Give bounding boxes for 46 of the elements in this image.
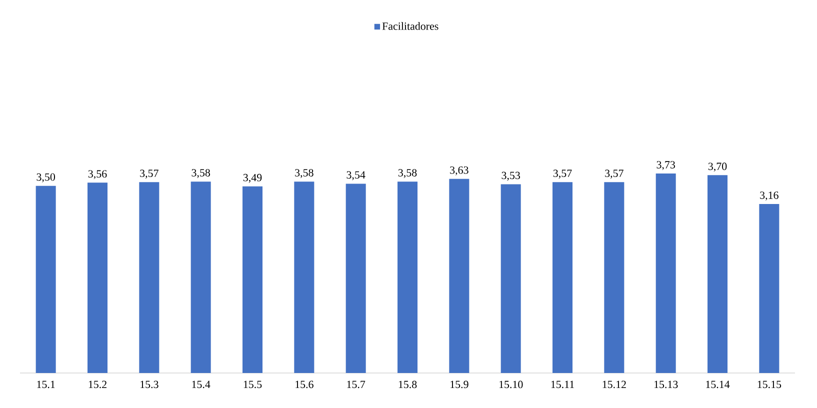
bar [242, 186, 263, 373]
x-tick-label: 15.5 [244, 380, 262, 388]
data-label: 3,58 [192, 169, 210, 178]
data-label: 3,63 [450, 166, 468, 176]
x-tick-label: 15.4 [192, 380, 210, 388]
data-label: 3,70 [708, 162, 727, 172]
data-label: 3,57 [605, 170, 624, 179]
x-tick-label: 15.1 [37, 380, 55, 388]
legend-label: Facilitadores [382, 22, 438, 30]
bar [88, 182, 108, 373]
bar [708, 175, 728, 373]
x-tick-label: 15.2 [88, 380, 106, 388]
x-tick-label: 15.3 [140, 380, 158, 388]
data-label: 3,50 [36, 173, 56, 182]
data-label: 3,56 [88, 170, 107, 180]
x-tick-label: 15.11 [551, 380, 574, 388]
x-tick-label: 15.12 [602, 380, 626, 388]
data-label: 3,54 [346, 171, 366, 180]
bar [500, 184, 521, 373]
bar [656, 174, 676, 373]
bar [398, 182, 418, 373]
data-label: 3,49 [243, 174, 262, 183]
bar [552, 182, 573, 373]
bar [759, 204, 780, 373]
data-label: 3,57 [140, 170, 158, 179]
x-tick-label: 15.13 [654, 380, 678, 388]
bar [36, 186, 56, 373]
x-tick-label: 15.9 [450, 380, 468, 388]
bar [604, 182, 624, 373]
data-label: 3,16 [760, 192, 778, 201]
x-tick-label: 15.7 [347, 380, 366, 388]
data-label: 3,58 [398, 169, 417, 178]
x-tick-label: 15.6 [296, 380, 314, 388]
x-tick-label: 15.10 [499, 380, 523, 388]
bar [346, 184, 366, 373]
data-label: 3,73 [656, 161, 675, 170]
x-tick-label: 15.8 [398, 380, 417, 388]
bar [139, 182, 160, 373]
data-label: 3,58 [295, 169, 314, 178]
x-tick-label: 15.15 [758, 380, 782, 388]
x-tick-label: 15.14 [706, 380, 730, 388]
bar [449, 178, 470, 373]
bar [190, 182, 211, 373]
data-label: 3,53 [502, 172, 520, 181]
bar [294, 182, 314, 373]
data-label: 3,57 [553, 170, 572, 179]
